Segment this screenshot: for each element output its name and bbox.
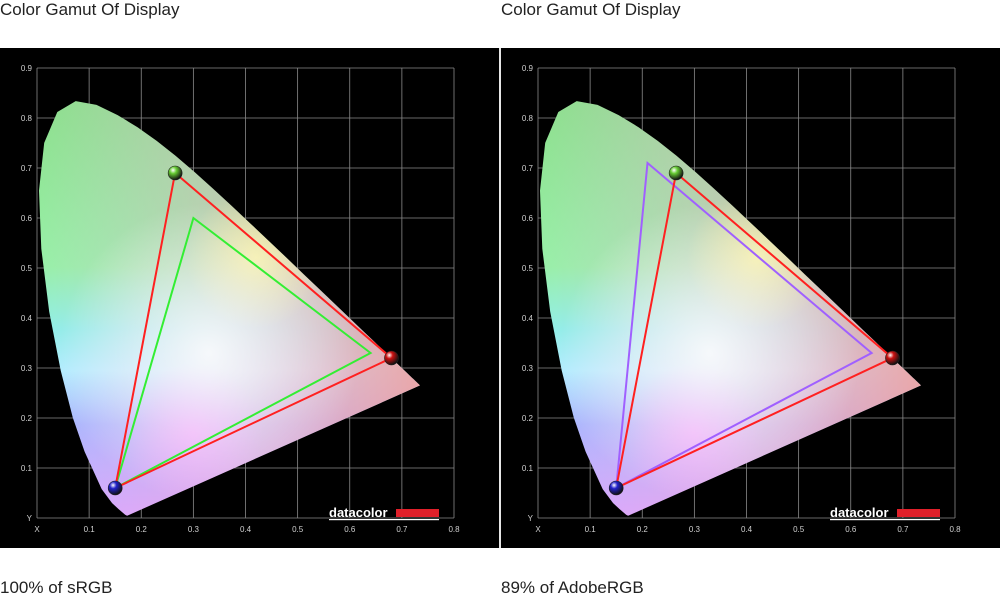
logo-underline [830,519,940,521]
x-tick-label: 0.5 [793,525,805,534]
y-tick-label: 0.9 [21,64,33,73]
primary-marker [668,165,684,181]
primary-marker [608,480,624,496]
x-tick-label: 0.7 [897,525,909,534]
chart-caption: 89% of AdobeRGB [501,578,644,597]
x-tick-label: 0.7 [396,525,408,534]
x-tick-label: 0.6 [344,525,356,534]
y-tick-label: 0.1 [21,464,33,473]
chart-panel-srgb: Color Gamut Of Display 0.1 0.2 0.3 0.4 0.5 0.… [0,0,500,597]
y-tick-label: 0.3 [522,364,534,373]
chart-title: Color Gamut Of Display [0,0,180,19]
y-tick-label: 0.5 [522,264,534,273]
x-tick-label: 0.4 [240,525,252,534]
y-tick-label: 0.6 [522,214,534,223]
x-tick-label: 0.3 [689,525,701,534]
x-tick-label: 0.1 [84,525,96,534]
primary-marker [885,350,900,366]
x-tick-label: 0.8 [949,525,961,534]
white-point-glow [540,101,921,516]
primary-marker [167,165,183,181]
y-tick-label: 0.4 [522,314,534,323]
chart-panel-adobergb: Color Gamut Of Display 0.1 0.2 0.3 0.4 0.5 0.… [501,0,1000,597]
logo-text: datacolor [830,505,889,520]
logo-bar [396,509,439,517]
chart-title: Color Gamut Of Display [501,0,681,19]
y-tick-label: 0.1 [522,464,534,473]
x-tick-label: 0.1 [585,525,597,534]
chart-plot: 0.1 0.2 0.3 0.4 0.5 0.6 0.7 0.8 0.9 0.1 0.2 0.3 0.4 0… [501,48,1000,548]
logo-underline [329,519,439,521]
chromaticity-chart: 0.1 0.2 0.3 0.4 0.5 0.6 0.7 0.8 0.9 0.1 0.2 0.3 0.4 0… [0,48,499,548]
x-tick-label: 0.3 [188,525,200,534]
gamut-triangle [113,216,373,490]
primary-marker [107,480,123,496]
y-tick-label: 0.7 [21,164,33,173]
datacolor-logo: datacolor [329,505,439,521]
y-tick-label: 0.3 [21,364,33,373]
y-tick-label: 0.9 [522,64,534,73]
panel-divider [499,48,501,548]
primary-marker [384,350,399,366]
y-tick-label: 0.2 [522,414,534,423]
y-tick-label: 0.8 [21,114,33,123]
chart-plot: 0.1 0.2 0.3 0.4 0.5 0.6 0.7 0.8 0.9 0.1 0.2 0.3 0.4 0… [0,48,499,548]
gamut-triangle [615,161,874,490]
y-axis-label: Y [27,514,33,523]
x-axis-label: X [535,525,541,534]
y-tick-label: 0.5 [21,264,33,273]
y-tick-label: 0.6 [21,214,33,223]
y-tick-label: 0.7 [522,164,534,173]
chromaticity-chart: 0.1 0.2 0.3 0.4 0.5 0.6 0.7 0.8 0.9 0.1 0.2 0.3 0.4 0… [501,48,1000,548]
logo-text: datacolor [329,505,388,520]
gamut-triangle [614,171,895,490]
x-tick-label: 0.2 [637,525,649,534]
x-tick-label: 0.5 [292,525,304,534]
y-axis-label: Y [528,514,534,523]
chart-caption: 100% of sRGB [0,578,113,597]
y-tick-label: 0.8 [522,114,534,123]
x-tick-label: 0.8 [448,525,460,534]
x-tick-label: 0.2 [136,525,148,534]
gamut-triangle [113,171,394,490]
x-tick-label: 0.6 [845,525,857,534]
datacolor-logo: datacolor [830,505,940,521]
y-tick-label: 0.4 [21,314,33,323]
y-tick-label: 0.2 [21,414,33,423]
logo-bar [897,509,940,517]
white-point-glow [39,101,420,516]
x-tick-label: 0.4 [741,525,753,534]
x-axis-label: X [34,525,40,534]
